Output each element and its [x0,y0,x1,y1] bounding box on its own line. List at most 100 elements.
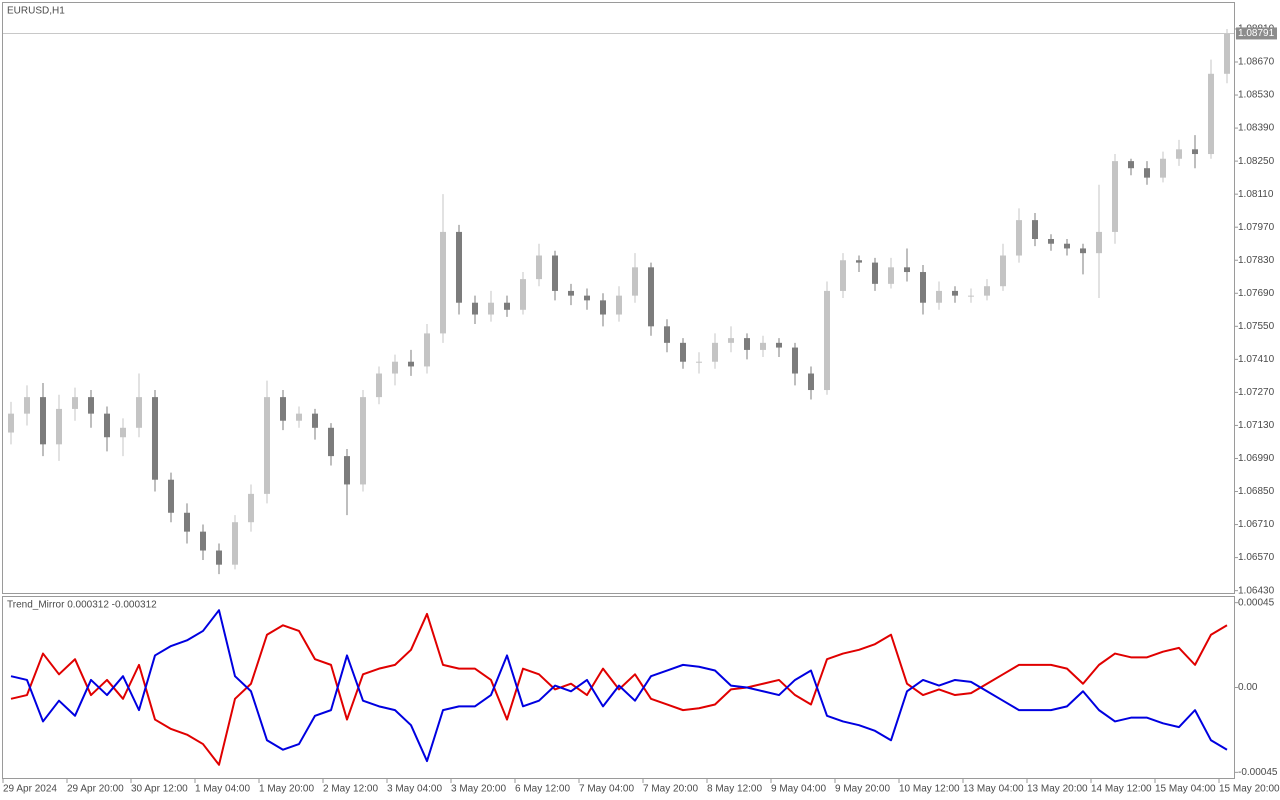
candle-body [696,361,702,363]
candle-body [280,397,286,421]
candle-body [488,302,494,315]
y-tick-label: 0.00 [1238,682,1258,693]
x-tick-label: 7 May 04:00 [579,784,634,795]
y-tick-label: 1.07130 [1238,420,1275,431]
candle-body [440,231,446,334]
y-tick-label: 1.06990 [1238,453,1275,464]
candle-body [888,267,894,284]
candle-body [376,373,382,398]
indicator-line [10,612,1228,766]
candle-body [200,531,206,551]
x-tick-label: 29 Apr 20:00 [67,784,124,795]
x-tick-label: 13 May 04:00 [963,784,1024,795]
y-tick-label: 1.07410 [1238,354,1275,365]
last-price-box [1236,27,1277,40]
candle-body [776,342,782,348]
candle-body [120,427,126,438]
candle-body [104,413,110,438]
y-tick-label: 1.07830 [1238,255,1275,266]
candle-body [232,522,238,565]
candle-body [264,397,270,494]
x-tick-label: 3 May 04:00 [387,784,442,795]
candle-body [248,493,254,523]
candle-body [1128,161,1134,169]
candle-body [1160,158,1166,178]
candle-body [1048,239,1054,244]
x-tick-label: 15 May 20:00 [1219,784,1280,795]
x-tick-label: 1 May 04:00 [195,784,250,795]
y-tick-label: 1.07550 [1238,321,1275,332]
y-tick-label: 1.07690 [1238,288,1275,299]
candle-body [872,262,878,284]
candle-body [1176,149,1182,159]
candle-body [728,338,734,343]
candle-body [40,397,46,445]
symbol-title: EURUSD,H1 [7,6,65,17]
candle-body [840,260,846,291]
x-tick-label: 15 May 04:00 [1155,784,1216,795]
x-tick-label: 9 May 04:00 [771,784,826,795]
candle-body [1064,243,1070,249]
candle-body [808,373,814,391]
y-tick-label: 1.08670 [1238,57,1275,68]
candle-body [328,427,334,457]
candle-body [392,361,398,374]
x-tick-label: 9 May 20:00 [835,784,890,795]
candle-body [1192,149,1198,155]
candle-body [1016,220,1022,256]
candle-body [88,397,94,414]
candle-body [648,267,654,327]
candle-body [8,413,14,433]
candle-body [152,397,158,480]
candle-body [168,479,174,513]
x-tick-label: 6 May 12:00 [515,784,570,795]
candle-body [664,326,670,343]
candle-body [632,267,638,296]
candle-body [1112,161,1118,232]
candle-body [856,260,862,263]
candle-body [360,397,366,485]
y-tick-label: 1.08390 [1238,123,1275,134]
y-tick-label: 1.08530 [1238,90,1275,101]
candle-body [536,255,542,280]
x-tick-label: 14 May 12:00 [1091,784,1152,795]
candle-body [968,295,974,297]
candle-body [24,397,30,414]
candle-body [1032,220,1038,239]
candle-body [680,342,686,362]
candle-body [552,255,558,291]
candle-body [616,295,622,315]
candle-body [56,408,62,445]
candle-body [936,290,942,303]
x-tick-label: 13 May 20:00 [1027,784,1088,795]
candle-body [472,302,478,315]
y-tick-label: -0.00045 [1238,767,1278,778]
candle-body [1080,248,1086,254]
x-tick-label: 8 May 12:00 [707,784,762,795]
x-tick-label: 29 Apr 2024 [3,784,57,795]
y-tick-label: 1.07970 [1238,222,1275,233]
candle-body [296,413,302,421]
candle-body [1224,33,1230,74]
candle-body [520,279,526,310]
candle-body [584,295,590,301]
x-tick-label: 2 May 12:00 [323,784,378,795]
candle-body [904,267,910,273]
candle-body [824,290,830,391]
candle-body [760,342,766,350]
x-tick-label: 1 May 20:00 [259,784,314,795]
candle-body [1144,168,1150,178]
candle-body [136,397,142,428]
last-price-label: 1.08791 [1238,28,1275,39]
candle-body [456,231,462,303]
x-tick-label: 3 May 20:00 [451,784,506,795]
candle-body [408,361,414,367]
y-tick-label: 1.08110 [1238,189,1274,200]
candle-body [216,550,222,565]
indicator-title: Trend_Mirror 0.000312 -0.000312 [7,600,157,611]
candle-body [1096,231,1102,254]
candle-body [952,290,958,296]
y-tick-label: 0.00045 [1238,597,1275,608]
